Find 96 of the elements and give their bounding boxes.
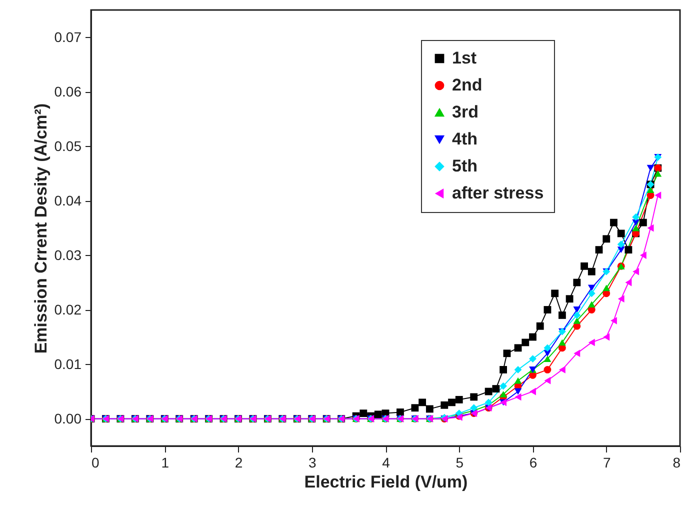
point bbox=[640, 252, 646, 259]
x-tick-label: 0 bbox=[92, 454, 100, 470]
point bbox=[514, 344, 522, 352]
point bbox=[500, 366, 508, 374]
point bbox=[595, 246, 603, 254]
x-axis-title: Electric Field (V/um) bbox=[304, 472, 468, 492]
point bbox=[632, 213, 640, 221]
point bbox=[573, 311, 581, 319]
point bbox=[618, 295, 624, 303]
point bbox=[610, 218, 618, 226]
y-tick-label: 0.02 bbox=[54, 301, 82, 318]
point bbox=[514, 377, 522, 384]
point bbox=[470, 393, 478, 401]
point bbox=[610, 316, 617, 324]
y-tick-label: 0.01 bbox=[54, 356, 82, 372]
x-tick-label: 3 bbox=[308, 454, 316, 470]
point bbox=[632, 224, 640, 232]
point bbox=[588, 338, 595, 346]
point bbox=[360, 410, 368, 418]
point bbox=[617, 246, 625, 254]
point bbox=[529, 333, 536, 341]
x-tick-label: 5 bbox=[456, 454, 464, 470]
point bbox=[374, 410, 382, 418]
point bbox=[522, 338, 530, 346]
point bbox=[558, 339, 566, 346]
point bbox=[500, 382, 508, 390]
x-tick-label: 6 bbox=[529, 454, 538, 470]
y-tick-label: 0.04 bbox=[54, 192, 82, 208]
point bbox=[544, 306, 552, 314]
point bbox=[574, 350, 580, 358]
point bbox=[603, 333, 610, 341]
legend-label: 1st bbox=[452, 48, 477, 68]
point bbox=[580, 262, 588, 270]
point bbox=[448, 398, 456, 406]
point bbox=[573, 278, 581, 286]
point bbox=[418, 398, 426, 406]
point bbox=[625, 278, 632, 286]
point bbox=[617, 230, 625, 238]
point bbox=[588, 268, 596, 276]
y-axis-title: Emission Crrent Desity (A/cm²) bbox=[31, 103, 50, 354]
y-tick-label: 0.07 bbox=[54, 28, 82, 45]
point bbox=[654, 192, 662, 200]
legend-label: 3rd bbox=[452, 102, 478, 122]
point bbox=[558, 366, 566, 374]
point bbox=[588, 290, 596, 298]
point bbox=[588, 284, 596, 292]
point bbox=[551, 290, 559, 298]
y-tick-label: 0.06 bbox=[54, 83, 82, 100]
point bbox=[617, 240, 625, 248]
point bbox=[602, 284, 610, 292]
point bbox=[602, 235, 610, 243]
point bbox=[646, 164, 654, 172]
point bbox=[536, 322, 544, 330]
point bbox=[566, 295, 574, 303]
point bbox=[455, 396, 463, 404]
point bbox=[484, 398, 492, 406]
point bbox=[639, 218, 647, 226]
point bbox=[529, 355, 536, 363]
point bbox=[573, 317, 581, 324]
y-tick-label: 0.05 bbox=[54, 138, 82, 154]
point bbox=[544, 366, 552, 374]
point bbox=[411, 404, 419, 412]
point bbox=[426, 405, 434, 413]
legend-label: 5th bbox=[452, 156, 478, 176]
point bbox=[624, 246, 632, 254]
x-tick-label: 8 bbox=[672, 454, 681, 470]
point bbox=[514, 388, 522, 395]
point bbox=[544, 344, 552, 352]
point bbox=[470, 404, 478, 412]
point bbox=[514, 393, 522, 401]
x-tick-label: 4 bbox=[382, 454, 390, 470]
x-tick-label: 7 bbox=[602, 454, 611, 470]
point bbox=[530, 388, 536, 396]
point bbox=[646, 186, 654, 194]
x-tick-label: 2 bbox=[234, 454, 243, 470]
point bbox=[396, 408, 404, 416]
point bbox=[503, 350, 511, 358]
legend-label: after stress bbox=[452, 184, 544, 202]
legend-label: 2nd bbox=[452, 76, 482, 94]
point bbox=[654, 170, 662, 177]
point bbox=[588, 301, 596, 308]
point bbox=[573, 306, 581, 313]
point bbox=[514, 366, 522, 374]
point bbox=[492, 385, 500, 392]
legend-label: 4th bbox=[452, 130, 478, 148]
point bbox=[500, 391, 508, 398]
x-tick-label: 1 bbox=[161, 454, 170, 470]
y-tick-label: 0.03 bbox=[54, 246, 82, 263]
y-tick-label: 0.00 bbox=[54, 410, 82, 426]
point bbox=[544, 376, 551, 384]
point bbox=[484, 388, 492, 396]
point bbox=[647, 224, 654, 232]
point bbox=[632, 268, 640, 276]
point bbox=[544, 356, 552, 362]
point bbox=[558, 311, 566, 319]
point bbox=[440, 401, 448, 409]
